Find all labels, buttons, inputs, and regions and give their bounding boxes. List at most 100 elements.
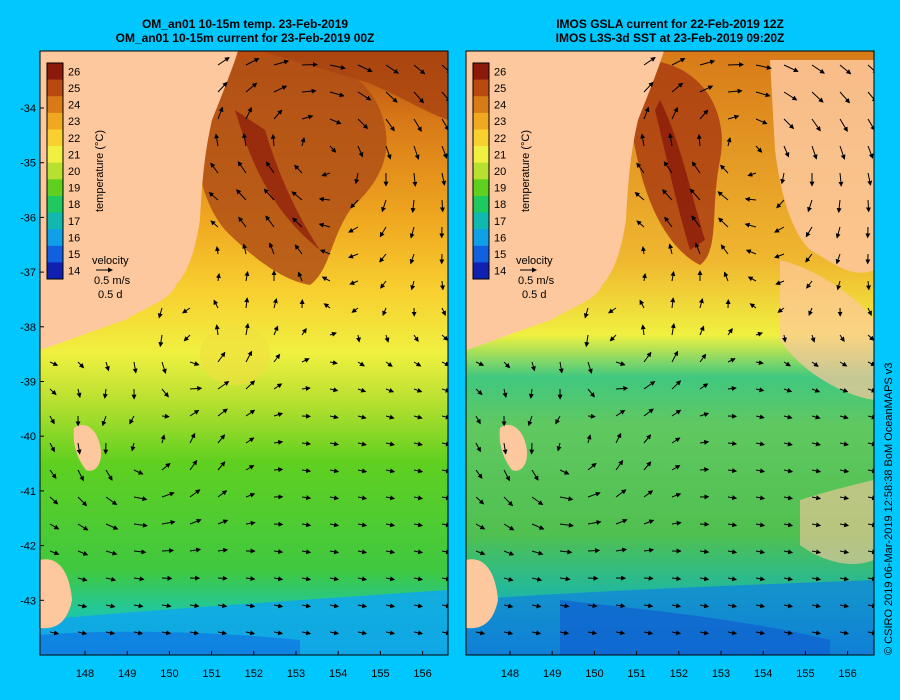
right-current-arrow <box>587 575 599 581</box>
right-colorbar-swatch <box>473 212 489 230</box>
left-current-arrow <box>217 351 226 363</box>
left-current-arrow <box>273 383 283 390</box>
right-current-arrow <box>783 576 794 582</box>
right-current-arrow <box>531 496 544 506</box>
left-current-arrow <box>132 361 138 374</box>
left-current-arrow <box>245 576 256 582</box>
right-current-arrow <box>720 164 729 174</box>
left-current-arrow <box>77 630 88 636</box>
right-current-arrow <box>867 361 874 366</box>
left-current-arrow <box>413 387 423 393</box>
right-current-arrow <box>503 603 514 609</box>
right-current-arrow <box>755 145 763 153</box>
left-current-arrow <box>245 58 260 66</box>
left-current-arrow <box>77 576 88 582</box>
left-current-arrow <box>133 603 144 609</box>
left-current-arrow <box>329 576 340 582</box>
right-map-panel <box>466 51 874 655</box>
left-current-arrow <box>214 133 220 147</box>
right-current-arrow <box>755 603 766 609</box>
right-current-arrow <box>664 216 673 228</box>
left-current-arrow <box>441 603 448 609</box>
right-current-arrow <box>583 307 589 319</box>
right-current-arrow <box>671 350 679 363</box>
right-current-arrow <box>755 64 772 70</box>
right-current-arrow <box>755 118 768 125</box>
left-current-arrow <box>329 468 340 474</box>
left-current-arrow <box>385 145 392 160</box>
right-current-arrow <box>811 549 822 555</box>
left-current-arrow <box>161 520 176 525</box>
right-current-arrow <box>503 576 514 582</box>
right-current-arrow <box>839 414 849 420</box>
right-colorbar-tick: 23 <box>494 116 506 128</box>
right-current-arrow <box>839 603 850 609</box>
left-current-arrow <box>273 109 283 120</box>
left-current-arrow <box>273 59 290 66</box>
left-current-arrow <box>319 249 331 255</box>
left-colorbar-swatch <box>47 262 63 280</box>
left-current-arrow <box>133 469 144 475</box>
right-current-arrow <box>587 491 601 498</box>
left-current-arrow <box>379 226 387 238</box>
right-current-arrow <box>783 118 795 130</box>
left-current-arrow <box>357 549 368 555</box>
left-current-arrow <box>217 603 228 609</box>
right-current-arrow <box>727 549 738 555</box>
right-current-arrow <box>839 468 850 474</box>
left-current-arrow <box>318 222 331 228</box>
left-current-arrow <box>244 323 250 336</box>
right-current-arrow <box>502 388 508 398</box>
right-current-arrow <box>783 91 798 101</box>
right-current-arrow <box>865 199 871 213</box>
right-current-arrow <box>587 603 598 609</box>
left-colorbar: 26 25 24 23 22 21 20 19 18 17 16 15 14 temperature (°… <box>46 62 106 280</box>
left-current-arrow <box>272 298 278 309</box>
right-current-arrow <box>699 467 710 473</box>
left-current-arrow <box>385 64 399 74</box>
right-current-arrow <box>835 253 841 265</box>
left-current-arrow <box>189 432 196 444</box>
right-current-arrow <box>839 549 850 555</box>
right-colorbar-swatch <box>473 179 489 197</box>
right-current-arrow <box>584 334 590 348</box>
right-title-line2: IMOS L3S-3d SST at 23-Feb-2019 09:20Z <box>555 31 785 45</box>
left-current-arrow <box>410 199 416 214</box>
left-current-arrow <box>49 469 57 480</box>
right-current-arrow <box>475 388 483 396</box>
left-longitude-label: 154 <box>329 668 347 680</box>
right-current-arrow <box>699 59 716 66</box>
right-current-arrow <box>839 361 848 367</box>
left-land-tasmania <box>40 559 72 629</box>
left-colorbar-swatch <box>47 229 63 247</box>
left-current-arrow <box>265 161 275 174</box>
right-current-arrow <box>530 361 536 372</box>
right-current-arrow <box>559 603 570 609</box>
left-current-arrow <box>245 350 253 363</box>
left-current-arrow <box>441 468 448 474</box>
left-current-arrow <box>102 388 108 399</box>
left-current-arrow <box>441 307 446 317</box>
left-current-arrow <box>189 409 200 417</box>
left-current-arrow <box>273 439 284 445</box>
right-current-arrow <box>747 276 757 282</box>
right-current-arrow <box>615 630 626 636</box>
left-current-arrow <box>291 191 303 201</box>
right-current-arrow <box>811 495 822 501</box>
left-current-arrow <box>379 253 387 263</box>
left-title-line1: OM_an01 10-15m temp. 23-Feb-2019 <box>141 17 349 31</box>
left-current-arrow <box>301 603 312 609</box>
left-colorbar-tick: 22 <box>68 133 80 145</box>
left-current-arrow <box>357 64 373 72</box>
right-current-arrow <box>727 114 740 120</box>
left-colorbar-swatch <box>47 146 63 164</box>
right-title-line1: IMOS GSLA current for 22-Feb-2019 12Z <box>556 17 784 31</box>
right-current-arrow <box>811 414 821 420</box>
left-current-arrow <box>133 549 147 555</box>
right-current-arrow <box>867 630 874 636</box>
left-current-arrow <box>413 414 423 420</box>
right-current-arrow <box>755 360 764 366</box>
left-velocity-speed: 0.5 m/s <box>94 275 131 287</box>
right-current-arrow <box>699 412 710 417</box>
right-current-arrow <box>503 496 514 507</box>
